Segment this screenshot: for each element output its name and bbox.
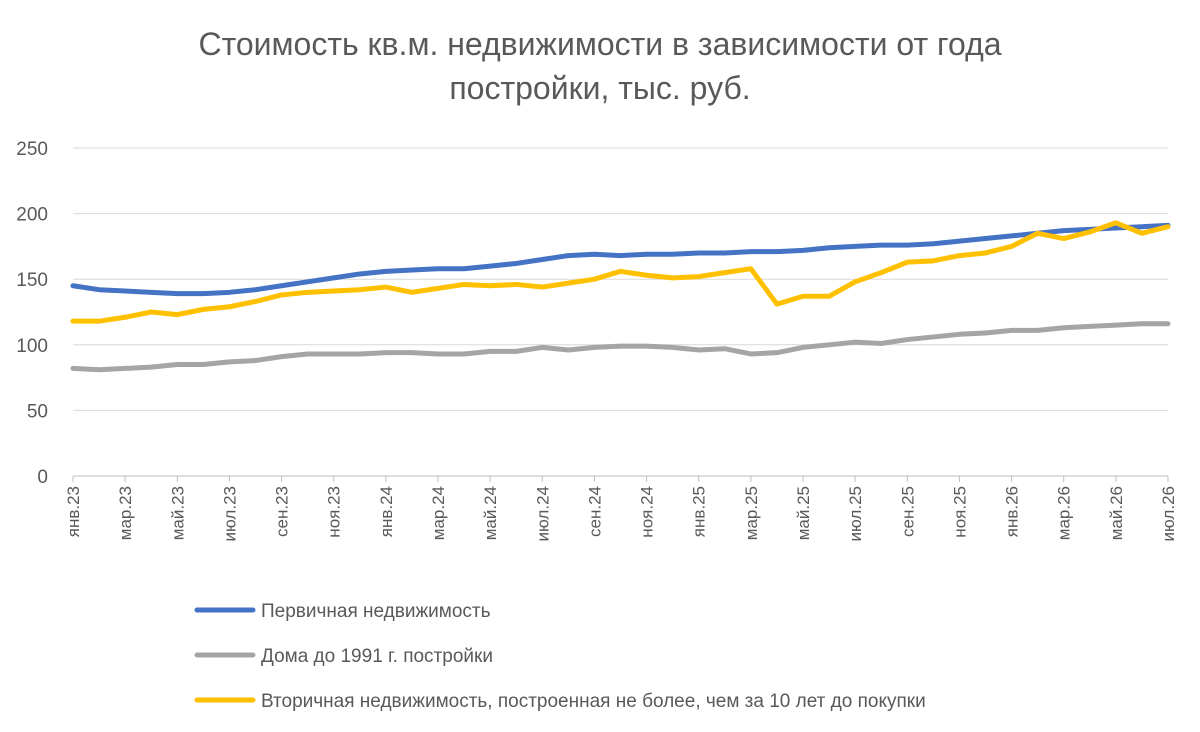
x-tick-label: июл.26 bbox=[1159, 486, 1178, 541]
x-tick-label: янв.23 bbox=[64, 486, 83, 537]
x-tick-label: май.25 bbox=[794, 486, 813, 540]
x-tick-label: сен.25 bbox=[898, 486, 917, 537]
x-tick-label: янв.26 bbox=[1003, 486, 1022, 537]
x-tick-label: май.23 bbox=[168, 486, 187, 540]
legend-label: Первичная недвижимость bbox=[261, 601, 491, 622]
x-tick-label: ноя.24 bbox=[638, 486, 657, 538]
y-tick-label: 200 bbox=[16, 205, 48, 226]
series-line bbox=[70, 321, 1171, 373]
x-tick-label: июл.24 bbox=[533, 486, 552, 541]
x-tick-label: июл.23 bbox=[220, 486, 239, 541]
x-tick-label: янв.24 bbox=[377, 486, 396, 537]
y-tick-label: 100 bbox=[16, 336, 48, 357]
x-tick-label: мар.26 bbox=[1055, 486, 1074, 540]
legend-label: Дома до 1991 г. постройки bbox=[261, 646, 493, 667]
x-tick-label: июл.25 bbox=[846, 486, 865, 541]
x-tick-label: мар.25 bbox=[742, 486, 761, 540]
y-tick-label: 250 bbox=[16, 139, 48, 160]
x-tick-label: янв.25 bbox=[690, 486, 709, 537]
series-line bbox=[70, 220, 1171, 324]
y-tick-label: 0 bbox=[37, 467, 48, 488]
x-tick-label: май.24 bbox=[481, 486, 500, 540]
y-tick-label: 50 bbox=[27, 401, 48, 422]
x-tick-label: ноя.23 bbox=[325, 486, 344, 538]
x-tick-label: сен.24 bbox=[585, 486, 604, 537]
x-tick-label: сен.23 bbox=[273, 486, 292, 537]
legend-label: Вторичная недвижимость, построенная не б… bbox=[261, 691, 926, 712]
x-tick-label: май.26 bbox=[1107, 486, 1126, 540]
chart-title: Стоимость кв.м. недвижимости в зависимос… bbox=[198, 26, 1001, 106]
x-tick-label: мар.23 bbox=[116, 486, 135, 540]
x-tick-label: ноя.25 bbox=[950, 486, 969, 538]
series-line bbox=[70, 222, 1171, 297]
x-tick-label: мар.24 bbox=[429, 486, 448, 540]
y-tick-label: 150 bbox=[16, 270, 48, 291]
